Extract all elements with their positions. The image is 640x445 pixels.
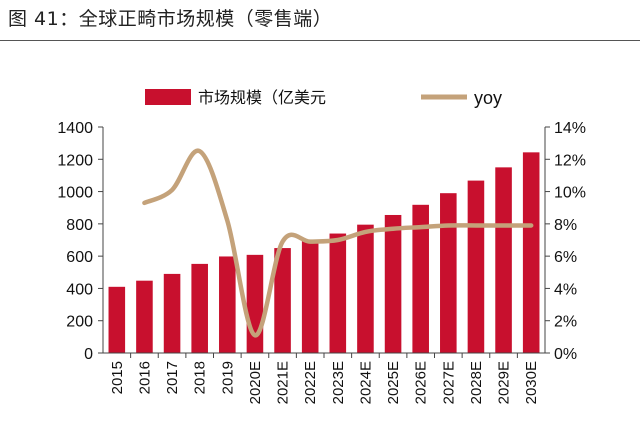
title-divider [0,40,640,41]
x-tick-label: 2030E [523,361,540,404]
y-right-tick-label: 2% [554,314,577,331]
x-tick-label: 2017 [164,361,181,394]
x-tick-label: 2024E [357,361,374,404]
yoy-point-2026E [420,226,422,228]
bar-2017 [163,273,181,353]
x-tick-label: 2028E [468,361,485,404]
bar-2027E [440,193,457,353]
bar-2021E [274,248,291,353]
y-left-tick-label: 400 [66,281,93,298]
bar-2015 [108,286,126,353]
y-left-tick-label: 600 [66,249,93,266]
x-tick-label: 2019 [219,361,236,394]
x-tick-label: 2018 [192,361,209,394]
yoy-point-2018 [199,150,201,152]
bar-2026E [412,204,429,353]
x-tick-label: 2029E [496,361,513,404]
x-tick-label: 2023E [330,361,347,404]
yoy-point-2028E [475,224,477,227]
bar-2019 [219,256,236,353]
y-left-tick-label: 0 [84,346,93,363]
yoy-point-2017 [171,189,173,191]
y-right-tick-label: 8% [554,217,577,234]
x-tick-label: 2026E [413,361,430,404]
bar-2025E [384,214,402,353]
y-right-tick-label: 14% [554,120,586,137]
x-tick-label: 2015 [109,361,126,394]
yoy-point-2024E [364,231,367,233]
x-tick-label: 2022E [302,361,319,404]
bar-2030E [522,152,540,353]
yoy-line-series [142,148,534,338]
x-tick-label: 2016 [136,361,153,394]
bar-2018 [191,263,208,353]
yoy-point-2027E [447,224,449,227]
y-right-tick-label: 6% [554,249,577,266]
legend-bar-swatch [145,89,191,105]
bar-2022E [301,240,319,353]
bar-2024E [357,224,374,353]
yoy-point-2030E [530,224,532,227]
yoy-point-2022E [309,241,311,243]
legend: 市场规模（亿美元 yoy [145,88,502,108]
y-left-tick-label: 1000 [57,185,93,202]
yoy-point-2016 [143,202,146,204]
y-left-tick-label: 1400 [57,120,93,137]
legend-line-label: yoy [474,88,502,108]
yoy-point-2023E [337,239,339,241]
y-right-tick-label: 10% [554,185,586,202]
bar-2023E [329,233,347,353]
bar-2020E [246,254,264,353]
yoy-line [142,148,534,338]
bar-2029E [495,167,512,353]
y-right-tick-label: 0% [554,346,577,363]
yoy-point-2019 [226,220,228,222]
yoy-point-2021E [281,241,284,243]
axes: 0 200 400 600 800 1000 1200 1400 0% 2% 4% 6% 8% 10% 12… [57,120,586,404]
yoy-point-2020E [254,334,256,336]
yoy-point-2029E [502,224,505,227]
x-tick-label: 2020E [247,361,264,404]
yoy-point-2025E [392,228,394,230]
bar-2028E [467,180,485,353]
y-left-tick-label: 200 [66,314,93,331]
figure-title: 图 41：全球正畸市场规模（零售端） [8,8,333,30]
bar-2016 [136,280,153,353]
y-right-tick-label: 4% [554,281,577,298]
y-right-tick-label: 12% [554,152,586,169]
x-tick-label: 2021E [275,361,292,404]
x-tick-label: 2025E [385,361,402,404]
x-tick-label: 2027E [440,361,457,404]
legend-bar-label: 市场规模（亿美元 [198,88,326,107]
y-left-tick-label: 800 [66,217,93,234]
y-left-tick-label: 1200 [57,152,93,169]
bar-series [108,152,540,353]
